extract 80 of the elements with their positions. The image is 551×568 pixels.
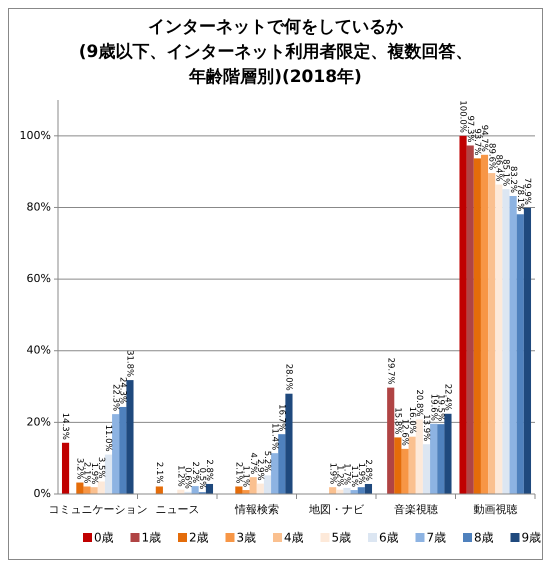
bar bbox=[480, 154, 488, 494]
bar bbox=[387, 388, 394, 494]
bar bbox=[401, 448, 409, 494]
bar bbox=[126, 380, 134, 494]
legend-label: 6歳 bbox=[379, 530, 399, 544]
y-tick-label: 60% bbox=[26, 272, 51, 286]
bar bbox=[112, 414, 120, 494]
bar bbox=[250, 477, 257, 494]
y-tick-label: 80% bbox=[26, 200, 51, 214]
bar bbox=[510, 196, 517, 494]
x-tick-label: 動画視聴 bbox=[473, 503, 518, 516]
bar bbox=[264, 475, 272, 494]
bar bbox=[488, 173, 496, 494]
bar bbox=[278, 434, 286, 494]
data-label: 13.9% bbox=[421, 414, 432, 442]
bar bbox=[256, 484, 264, 494]
bar bbox=[90, 487, 98, 494]
bar bbox=[416, 420, 423, 494]
legend-label: 8歳 bbox=[474, 530, 494, 544]
bar bbox=[444, 414, 452, 494]
y-tick-label: 40% bbox=[26, 344, 51, 357]
bar bbox=[329, 487, 336, 494]
bar bbox=[364, 484, 372, 494]
data-label: 31.8% bbox=[124, 350, 135, 378]
bar bbox=[192, 486, 199, 494]
y-tick-label: 100% bbox=[20, 128, 51, 142]
bar bbox=[466, 145, 474, 494]
data-label: 1.2% bbox=[176, 465, 186, 487]
legend-label: 0歳 bbox=[94, 530, 114, 544]
bar bbox=[271, 453, 278, 494]
bar bbox=[495, 184, 502, 494]
bar bbox=[459, 136, 467, 494]
bar bbox=[524, 208, 532, 494]
bar bbox=[408, 436, 416, 494]
bar bbox=[474, 158, 481, 494]
data-label: 3.2% bbox=[74, 458, 85, 480]
x-tick-label: 地図・ナビ bbox=[308, 503, 365, 516]
data-label: 14.3% bbox=[60, 412, 70, 440]
bar bbox=[98, 481, 105, 494]
bar bbox=[285, 394, 293, 494]
bar bbox=[104, 454, 112, 494]
data-label: 2.1% bbox=[234, 462, 244, 484]
legend-label: 7歳 bbox=[426, 530, 446, 544]
bar bbox=[437, 424, 444, 494]
bar bbox=[83, 486, 91, 494]
data-label: 2.1% bbox=[154, 462, 164, 484]
bar bbox=[119, 406, 126, 494]
data-label: 15.8% bbox=[392, 407, 403, 434]
bar bbox=[206, 484, 214, 494]
data-label: 11.0% bbox=[103, 424, 114, 452]
bar bbox=[76, 482, 84, 494]
bar bbox=[62, 442, 70, 494]
data-label: 29.7% bbox=[385, 358, 396, 385]
bar bbox=[516, 214, 524, 494]
bar bbox=[177, 490, 184, 494]
x-tick-label: ニュース bbox=[155, 503, 200, 516]
legend-label: 9歳 bbox=[522, 530, 542, 544]
bar bbox=[502, 189, 510, 494]
x-tick-label: 音楽視聴 bbox=[394, 503, 438, 516]
legend-label: 4歳 bbox=[284, 530, 304, 544]
bar bbox=[358, 487, 365, 494]
x-tick-label: 情報検索 bbox=[234, 503, 279, 516]
y-tick-label: 20% bbox=[26, 415, 51, 428]
y-tick-label: 0% bbox=[34, 487, 51, 500]
chart-title: インターネットで何をしているか bbox=[148, 17, 404, 37]
legend-label: 3歳 bbox=[236, 530, 256, 544]
data-label: 28.0% bbox=[284, 364, 294, 391]
chart-subtitle: (9歳以下、インターネット利用者限定、複数回答、年齢階層別)(2018年) bbox=[78, 42, 472, 87]
x-tick-label: コミュニケーション bbox=[48, 503, 148, 516]
legend-label: 1歳 bbox=[142, 530, 162, 544]
legend-label: 5歳 bbox=[332, 530, 352, 544]
data-label: 100.0% bbox=[458, 100, 468, 133]
legend-label: 2歳 bbox=[189, 530, 209, 544]
bar bbox=[235, 486, 242, 494]
bar bbox=[422, 444, 430, 494]
bar bbox=[430, 424, 438, 494]
bar bbox=[394, 437, 402, 494]
bar bbox=[156, 486, 163, 494]
data-label: 1.9% bbox=[327, 462, 338, 484]
bar bbox=[336, 490, 344, 494]
